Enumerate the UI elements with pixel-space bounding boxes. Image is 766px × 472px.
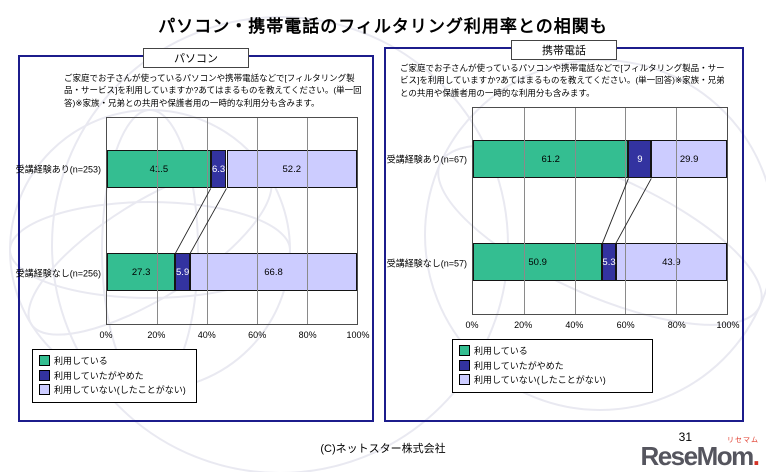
gridline bbox=[207, 117, 208, 324]
legend-item: 利用していたがやめた bbox=[39, 369, 186, 382]
bar-segment: 52.2 bbox=[226, 150, 357, 189]
bar-segment: 5.9 bbox=[175, 253, 190, 292]
gridline bbox=[574, 107, 576, 314]
legend-item: 利用している bbox=[459, 344, 606, 357]
x-tick-label: 100% bbox=[716, 319, 740, 330]
segment-value-label: 52.2 bbox=[282, 163, 302, 175]
bar-segment: 66.8 bbox=[190, 253, 357, 292]
legend-swatch bbox=[39, 355, 50, 367]
bar-segment: 41.5 bbox=[107, 150, 211, 189]
x-tick-label: 20% bbox=[147, 329, 166, 340]
panel-title-mobile: 携帯電話 bbox=[511, 40, 617, 60]
gridline bbox=[676, 107, 678, 314]
x-tick-label: 80% bbox=[298, 329, 317, 340]
x-axis: 0% 20% 40% 60% 80% 100% bbox=[99, 327, 369, 341]
bar-segment: 61.2 bbox=[473, 140, 629, 179]
x-tick-label: 20% bbox=[514, 319, 533, 330]
legend-label: 利用していたがやめた bbox=[474, 360, 564, 371]
legend-label: 利用していたがやめた bbox=[54, 370, 144, 381]
gridline bbox=[157, 117, 158, 324]
stacked-bar: 50.9 5.3 43.9 bbox=[473, 243, 727, 282]
mobile-panel: 携帯電話 ご家庭でお子さんが使っているパソコンや携帯電話などで[フィルタリング製… bbox=[384, 40, 744, 422]
segment-value-label: 66.8 bbox=[264, 266, 283, 278]
series-connector-lines bbox=[473, 108, 727, 314]
logo-ruby-text: リセマム bbox=[727, 437, 759, 444]
category-axis: 受講経験あり(n=67) 受講経験なし(n=57) bbox=[386, 107, 470, 315]
bar-segment: 50.9 bbox=[473, 243, 603, 282]
x-tick-label: 60% bbox=[248, 329, 267, 340]
bar-segment: 29.9 bbox=[651, 140, 727, 179]
segment-value-label: 6.3 bbox=[212, 163, 226, 175]
stacked-bar: 27.3 5.9 66.8 bbox=[107, 253, 357, 292]
copyright-text: (C)ネットスター株式会社 bbox=[320, 443, 446, 455]
legend-swatch bbox=[459, 359, 470, 371]
category-label: 受講経験あり(n=253) bbox=[15, 164, 101, 175]
pc-chart: 受講経験あり(n=253) 受講経験なし(n=256) 41.5 6.3 52.2 27.… bbox=[16, 116, 370, 341]
bar-segment: 27.3 bbox=[107, 253, 176, 292]
legend-label: 利用している bbox=[474, 346, 528, 357]
x-tick-label: 0% bbox=[465, 319, 479, 330]
gridline bbox=[257, 117, 258, 324]
page-number: 31 bbox=[678, 430, 692, 444]
segment-value-label: 9 bbox=[637, 153, 643, 165]
segment-value-label: 41.5 bbox=[149, 163, 169, 175]
pc-panel: パソコン ご家庭でお子さんが使っているパソコンや携帯電話などで[フィルタリング製… bbox=[16, 48, 374, 422]
legend-item: 利用していない(したことがない) bbox=[459, 373, 606, 386]
bar-segment: 43.9 bbox=[615, 243, 727, 282]
x-tick-label: 60% bbox=[616, 319, 635, 330]
mobile-chart: 受講経験あり(n=67) 受講経験なし(n=57) 61.2 9 29.9 50.9 5.3… bbox=[386, 106, 740, 331]
legend-swatch bbox=[39, 384, 50, 396]
logo-dot: . bbox=[752, 441, 760, 471]
gridline bbox=[523, 107, 525, 314]
legend-item: 利用している bbox=[39, 354, 186, 367]
resemom-logo: リセマム ReseMom. bbox=[640, 437, 760, 471]
mobile-legend: 利用している利用していたがやめた利用していない(したことがない) bbox=[452, 338, 653, 393]
category-axis: 受講経験あり(n=253) 受講経験なし(n=256) bbox=[16, 117, 104, 325]
bar-segment: 6.3 bbox=[210, 150, 227, 189]
category-label: 受講経験なし(n=256) bbox=[15, 268, 101, 279]
series-connector-lines bbox=[107, 118, 357, 324]
x-tick-label: 0% bbox=[99, 329, 113, 340]
plot-area: 41.5 6.3 52.2 27.3 5.9 66.8 bbox=[106, 116, 358, 325]
segment-value-label: 27.3 bbox=[131, 266, 151, 278]
x-tick-label: 40% bbox=[565, 319, 584, 330]
bar-segment: 9 bbox=[628, 140, 652, 179]
legend-swatch bbox=[39, 369, 50, 381]
logo-text: ReseMom bbox=[640, 441, 754, 471]
x-tick-label: 100% bbox=[346, 329, 370, 340]
stacked-bar: 41.5 6.3 52.2 bbox=[107, 150, 357, 189]
page-title: パソコン・携帯電話のフィルタリング利用率との相関も bbox=[158, 17, 608, 36]
question-text-mobile: ご家庭でお子さんが使っているパソコンや携帯電話などで[フィルタリング製品・サービ… bbox=[400, 63, 725, 98]
stacked-bar: 61.2 9 29.9 bbox=[473, 140, 727, 179]
gridline bbox=[307, 117, 308, 324]
question-text-pc: ご家庭でお子さんが使っているパソコンや携帯電話などで[フィルタリング製品・サービ… bbox=[64, 73, 362, 108]
segment-value-label: 50.9 bbox=[528, 256, 547, 268]
segment-value-label: 29.9 bbox=[679, 153, 699, 165]
category-label: 受講経験なし(n=57) bbox=[386, 258, 467, 269]
legend-item: 利用していない(したことがない) bbox=[39, 383, 186, 396]
legend-label: 利用していない(したことがない) bbox=[474, 375, 606, 386]
legend-label: 利用していない(したことがない) bbox=[54, 385, 186, 396]
legend-swatch bbox=[459, 345, 470, 357]
x-axis: 0% 20% 40% 60% 80% 100% bbox=[465, 317, 739, 331]
legend-label: 利用している bbox=[54, 356, 108, 367]
legend-swatch bbox=[459, 374, 470, 386]
legend-item: 利用していたがやめた bbox=[459, 359, 606, 372]
segment-value-label: 61.2 bbox=[541, 153, 560, 165]
segment-value-label: 5.9 bbox=[176, 266, 190, 278]
x-tick-label: 40% bbox=[197, 329, 216, 340]
segment-value-label: 43.9 bbox=[662, 256, 681, 268]
gridline bbox=[625, 107, 627, 314]
panel-title-pc: パソコン bbox=[143, 48, 249, 68]
x-tick-label: 80% bbox=[667, 319, 686, 330]
plot-area: 61.2 9 29.9 50.9 5.3 43.9 bbox=[472, 106, 728, 315]
pc-legend: 利用している利用していたがやめた利用していない(したことがない) bbox=[32, 348, 197, 403]
bar-segment: 5.3 bbox=[602, 243, 616, 282]
segment-value-label: 5.3 bbox=[602, 256, 616, 268]
category-label: 受講経験あり(n=67) bbox=[386, 154, 467, 165]
